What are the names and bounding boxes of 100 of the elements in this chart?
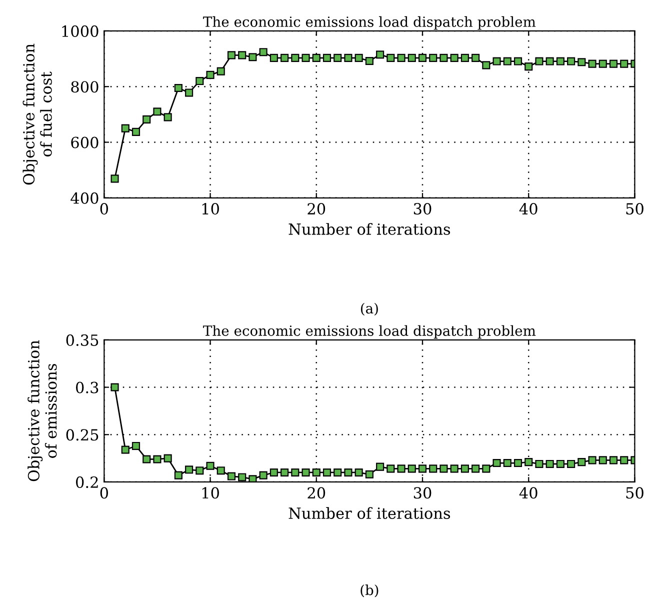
point: [334, 468, 342, 477]
point: [365, 470, 374, 478]
x-tick-label: 20: [308, 487, 326, 499]
x-tick-label: 10: [202, 487, 219, 499]
point: [472, 464, 480, 473]
y-axis-title: Objective function of emissions: [28, 340, 57, 482]
y-tick-label: 0.2: [76, 476, 98, 488]
point: [344, 54, 352, 62]
x-axis-title: Number of iterations: [288, 507, 450, 519]
point: [514, 57, 522, 66]
x-axis-title: Number of iterations: [288, 223, 450, 235]
point: [535, 57, 544, 66]
point: [302, 54, 310, 62]
point: [322, 54, 332, 62]
point: [354, 54, 363, 62]
point: [121, 124, 130, 132]
point: [185, 88, 194, 97]
y-tick-label: 600: [71, 136, 98, 148]
point: [110, 383, 119, 392]
point: [460, 54, 469, 62]
y-tick-label: 800: [71, 81, 98, 93]
point: [524, 458, 533, 466]
point: [546, 460, 554, 468]
point: [397, 464, 406, 473]
point: [524, 62, 533, 71]
point: [206, 70, 214, 79]
point: [291, 468, 300, 477]
point: [164, 454, 172, 462]
point: [418, 464, 427, 473]
point: [291, 54, 300, 62]
point: [588, 456, 596, 464]
x-tick-label: 0: [100, 487, 108, 499]
point: [598, 456, 607, 464]
point: [185, 466, 194, 474]
point: [248, 475, 257, 482]
point: [227, 472, 236, 480]
point: [238, 473, 246, 482]
y-tick-label: 1000: [62, 25, 98, 37]
y-tick-label: 0.25: [66, 429, 98, 441]
point: [578, 458, 586, 466]
x-tick-label: 40: [519, 487, 538, 499]
point: [216, 466, 225, 475]
point: [132, 442, 140, 450]
point: [567, 57, 576, 66]
point: [206, 462, 214, 470]
chart-title: The economic emissions load dispatch problem: [203, 16, 536, 30]
point: [503, 458, 512, 468]
point: [556, 57, 564, 66]
y-tick-label: 400: [70, 192, 98, 204]
point: [334, 54, 342, 62]
point: [503, 57, 512, 66]
point: [620, 456, 628, 464]
point: [344, 468, 352, 477]
point: [408, 464, 416, 473]
point: [110, 174, 119, 183]
point: [164, 113, 172, 122]
point: [535, 460, 544, 468]
point: [376, 50, 384, 59]
point: [578, 58, 586, 66]
point: [121, 446, 130, 454]
point: [546, 57, 554, 66]
point: [238, 51, 246, 60]
point: [142, 455, 151, 464]
x-tick-label: 10: [202, 203, 219, 215]
point: [514, 458, 522, 468]
point: [280, 468, 289, 477]
point: [312, 54, 320, 62]
point: [429, 54, 438, 62]
text: (a): [360, 302, 378, 316]
point: [620, 60, 628, 68]
point: [450, 464, 458, 473]
x-tick-label: 20: [308, 203, 326, 215]
text: (b): [360, 584, 378, 598]
point: [196, 466, 204, 475]
point: [376, 462, 384, 471]
point: [386, 464, 395, 473]
point: [365, 56, 374, 66]
point: [153, 108, 162, 116]
point: [482, 464, 490, 473]
point: [609, 456, 618, 464]
point: [132, 128, 140, 136]
point: [482, 61, 490, 70]
point: [556, 460, 564, 468]
x-tick-label: 50: [626, 487, 644, 499]
x-tick-label: 30: [414, 203, 432, 215]
y-tick-label: 0.3: [76, 382, 98, 394]
point: [397, 54, 406, 62]
y-axis-title: Objective function of fuel cost: [22, 44, 52, 185]
point: [440, 464, 448, 473]
point: [429, 464, 438, 473]
point: [216, 67, 225, 76]
point: [408, 54, 416, 62]
x-tick-label: 0: [100, 203, 108, 215]
point: [354, 468, 363, 477]
point: [270, 54, 278, 62]
point: [492, 458, 501, 468]
point: [418, 54, 427, 62]
point: [472, 54, 480, 62]
x-tick-label: 50: [626, 203, 644, 215]
point: [302, 468, 310, 477]
